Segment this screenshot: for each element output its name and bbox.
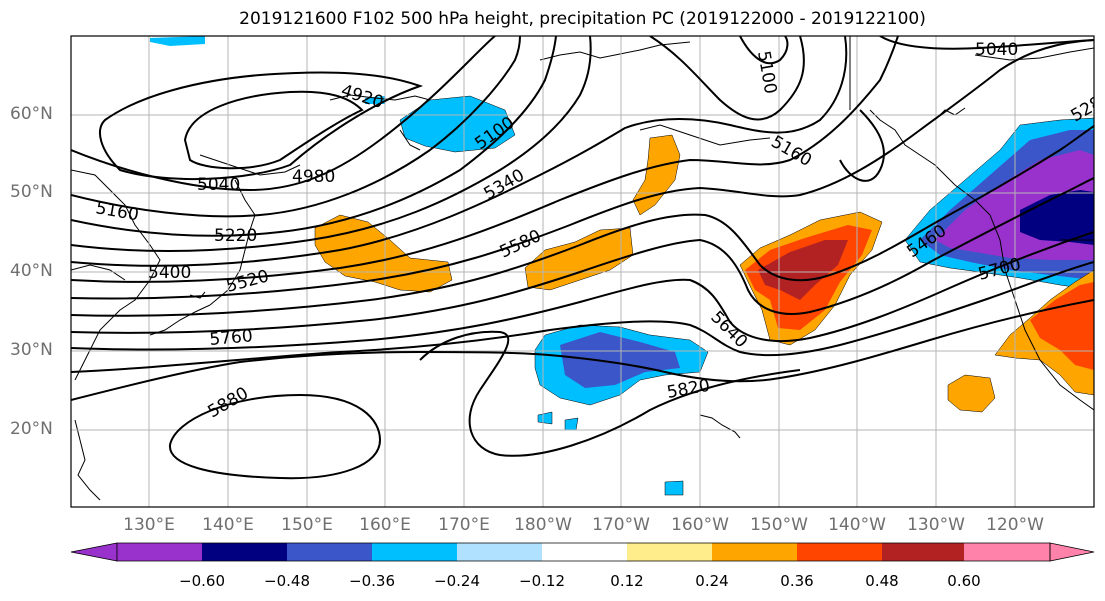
colorbar-tick: 0.36: [780, 572, 814, 590]
map-frame: [70, 35, 1095, 508]
colorbar-tick: −0.12: [519, 572, 565, 590]
colorbar-bin-4: [372, 543, 457, 561]
coastlines: [71, 36, 1094, 501]
colorbar-tick: −0.60: [179, 572, 225, 590]
lon-label-120w: 120°W: [986, 515, 1044, 535]
colorbar-tick: 0.60: [947, 572, 981, 590]
colorbar-bin-6: [542, 543, 627, 561]
colorbar-tick: 0.48: [865, 572, 899, 590]
colorbar-bin-9: [797, 543, 882, 561]
colorbar-bin-7: [627, 543, 712, 561]
contour-label-5220: 5220: [214, 226, 257, 246]
colorbar-bin-11: [964, 543, 1050, 561]
lon-label-160e: 160°E: [359, 515, 411, 535]
colorbar-tick: 0.12: [610, 572, 644, 590]
colorbar-tick: −0.24: [434, 572, 480, 590]
contour-label-5760: 5760: [209, 326, 254, 350]
contour-label-5040-east: 5040: [975, 40, 1018, 60]
contour-label-4980: 4980: [292, 167, 335, 187]
lat-label-60n: 60°N: [10, 104, 53, 124]
colorbar: [70, 542, 1095, 562]
colorbar-outline: [116, 542, 1051, 562]
lon-label-140w: 140°W: [828, 515, 886, 535]
contour-label-5400: 5400: [148, 263, 191, 283]
lon-label-150e: 150°E: [281, 515, 333, 535]
colorbar-tick: −0.36: [349, 572, 395, 590]
colorbar-extend-low: [70, 542, 118, 562]
height-contours: [71, 36, 1094, 480]
lon-label-140e: 140°E: [202, 515, 254, 535]
colorbar-tick: −0.48: [264, 572, 310, 590]
lon-label-130e: 130°E: [123, 515, 175, 535]
lon-label-170w: 170°W: [592, 515, 650, 535]
gridlines: [71, 36, 1094, 507]
colorbar-bin-5: [457, 543, 542, 561]
colorbar-bin-1: [117, 543, 202, 561]
lon-label-150w: 150°W: [750, 515, 808, 535]
lon-label-130w: 130°W: [907, 515, 965, 535]
colorbar-bin-10: [882, 543, 964, 561]
colorbar-bin-8: [712, 543, 797, 561]
lat-label-20n: 20°N: [10, 419, 53, 439]
colorbar-extend-high: [1049, 542, 1095, 562]
colorbar-bin-2: [202, 543, 287, 561]
colorbar-tick: 0.24: [695, 572, 729, 590]
lon-label-170e: 170°E: [438, 515, 490, 535]
chart-title: 2019121600 F102 500 hPa height, precipit…: [239, 9, 926, 29]
lon-label-160w: 160°W: [671, 515, 729, 535]
lon-label-180w: 180°W: [514, 515, 572, 535]
lat-label-30n: 30°N: [10, 340, 53, 360]
colorbar-bin-3: [287, 543, 372, 561]
lat-label-40n: 40°N: [10, 261, 53, 281]
lat-label-50n: 50°N: [10, 182, 53, 202]
contour-label-5040-west: 5040: [197, 175, 240, 195]
